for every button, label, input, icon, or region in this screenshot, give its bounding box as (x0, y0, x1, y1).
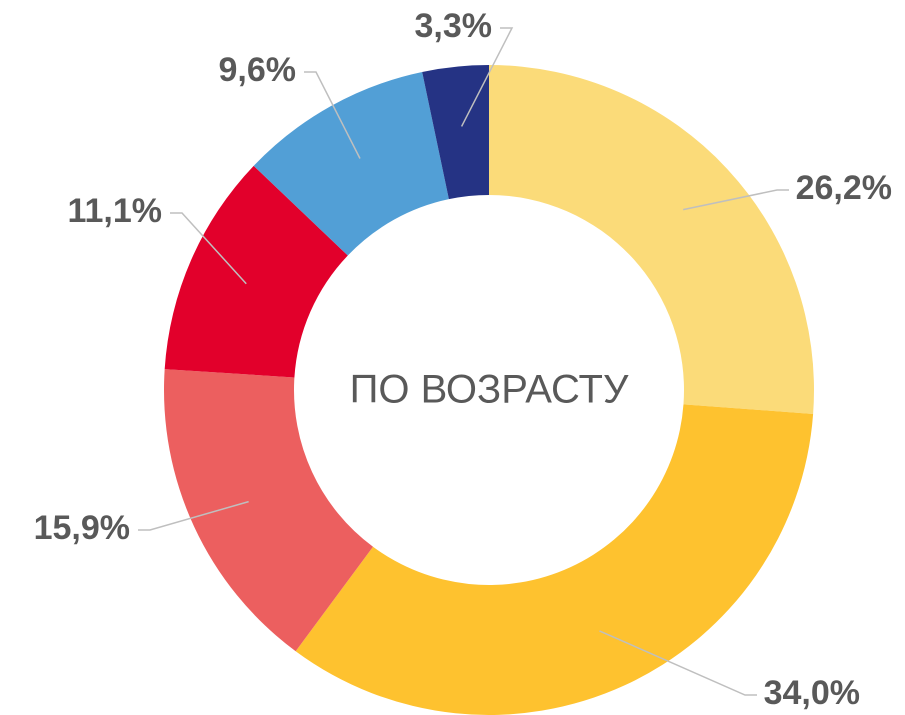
slice (253, 71, 449, 256)
slice (295, 404, 814, 715)
data-label: 11,1% (67, 192, 162, 230)
data-label: 3,3% (415, 7, 493, 45)
slice (422, 65, 489, 200)
data-label: 15,9% (34, 509, 130, 547)
leader-line (138, 500, 249, 531)
leader-line (683, 189, 789, 211)
slice (164, 369, 373, 652)
center-text: ПО ВОЗРАСТУ (350, 368, 629, 412)
slice (489, 65, 814, 414)
data-label: 9,6% (219, 51, 297, 89)
data-label: 26,2% (796, 169, 892, 207)
leader-line (460, 27, 514, 127)
leader-line (304, 71, 361, 159)
slice (164, 165, 348, 378)
data-label: 34,0% (764, 674, 860, 712)
leader-line (599, 630, 757, 696)
leader-line (170, 212, 247, 285)
